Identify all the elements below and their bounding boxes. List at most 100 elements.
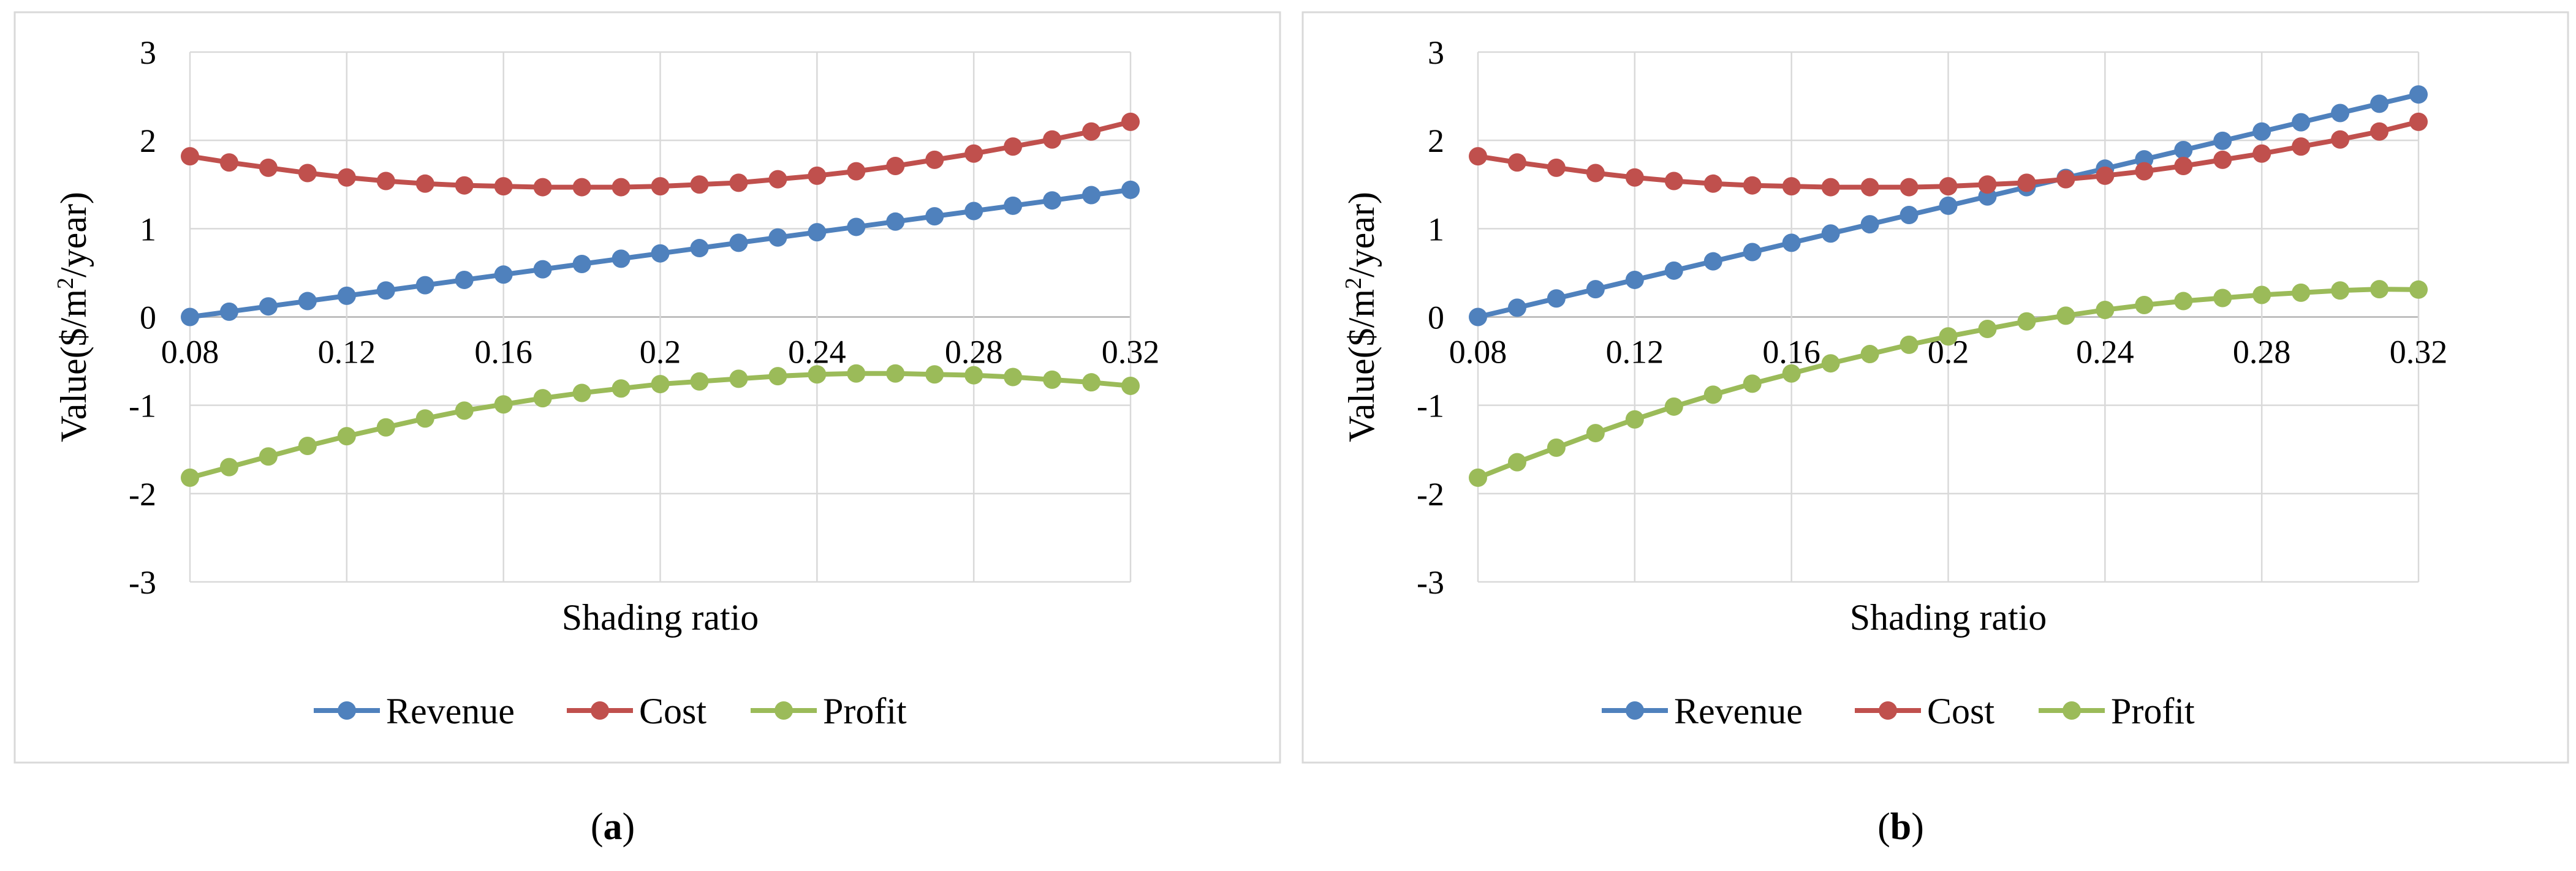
y-tick-label: -2 [129,476,156,513]
data-point-profit [455,401,474,420]
data-point-cost [651,177,670,196]
data-point-profit [2252,285,2271,304]
x-tick-label: 0.08 [1449,334,1507,371]
data-point-cost [415,174,434,193]
y-tick-label: 1 [140,211,156,247]
data-point-profit [2174,292,2193,311]
data-point-profit [2096,300,2115,319]
data-point-cost [2213,150,2232,169]
legend-label-cost: Cost [1927,691,1995,731]
y-tick-label: 2 [1428,123,1444,159]
data-point-cost [1625,168,1644,187]
data-point-cost [1939,177,1958,196]
data-point-revenue [1743,243,1762,262]
data-point-profit [1978,319,1997,338]
data-point-cost [2331,130,2350,149]
data-point-profit [1469,468,1487,487]
data-point-revenue [2409,85,2428,104]
data-point-revenue [847,217,866,236]
data-point-revenue [1939,196,1958,215]
data-point-profit [612,379,631,398]
data-point-profit [1625,410,1644,429]
data-point-revenue [964,202,983,221]
data-point-cost [181,147,199,166]
data-point-cost [1469,147,1487,166]
data-point-profit [1743,374,1762,393]
data-point-profit [1004,368,1023,386]
x-tick-label: 0.12 [318,334,376,371]
data-point-revenue [1900,205,1919,224]
legend-marker-revenue [338,701,356,720]
data-point-profit [1121,376,1140,395]
data-point-revenue [768,228,787,247]
data-point-cost [1547,158,1566,177]
data-point-cost [2409,112,2428,131]
data-point-cost [2096,166,2115,185]
chart-a-svg: -3 -2 -1 0 1 2 3 0.08 0.12 0.16 0.2 0.24 0.28 0.32 Val… [13,11,1281,764]
legend-label-profit: Profit [2111,691,2195,731]
data-point-profit [1900,335,1919,354]
legend-label-profit: Profit [823,691,907,731]
data-point-revenue [1782,233,1801,252]
data-point-cost [1082,122,1101,141]
legend-entry-revenue: Revenue [314,691,515,731]
data-point-profit [651,375,670,394]
data-point-cost [847,162,866,181]
data-point-profit [1821,354,1840,373]
data-point-profit [415,409,434,428]
x-tick-label: 0.12 [1606,334,1664,371]
data-point-profit [1703,385,1722,404]
data-point-cost [964,144,983,163]
data-point-revenue [1860,215,1879,234]
data-point-cost [808,166,827,185]
data-point-cost [768,170,787,189]
data-point-cost [298,164,317,183]
data-point-profit [181,468,199,487]
data-point-revenue [2292,113,2311,132]
data-point-revenue [690,239,709,258]
legend-entry-profit: Profit [2039,691,2195,731]
data-point-profit [2292,283,2311,302]
data-point-profit [1860,345,1879,364]
y-tick-label: 1 [1428,211,1444,247]
data-point-profit [2331,281,2350,300]
data-point-revenue [612,249,631,268]
y-tick-label: -3 [129,564,156,601]
y-tick-label: 0 [140,300,156,336]
data-point-cost [1664,172,1683,190]
legend-entry-cost: Cost [567,691,707,731]
data-point-cost [1782,177,1801,196]
data-point-cost [2017,173,2036,192]
data-point-cost [337,168,356,187]
x-tick-label: 0.28 [2233,334,2291,371]
data-point-cost [455,176,474,195]
data-point-revenue [1703,252,1722,271]
data-point-profit [2409,280,2428,299]
y-tick-label: -3 [1417,564,1444,601]
data-point-cost [1507,153,1526,172]
data-point-revenue [1586,280,1605,299]
data-point-revenue [1547,289,1566,308]
data-point-revenue [2331,104,2350,123]
legend-marker-profit [2063,701,2081,720]
data-point-profit [847,364,866,383]
data-point-revenue [2370,94,2389,113]
data-point-profit [768,367,787,386]
data-point-cost [690,175,709,194]
data-point-cost [1978,175,1997,194]
data-point-profit [1547,438,1566,457]
data-point-profit [1939,327,1958,346]
data-point-profit [886,364,905,383]
panel-label-a: (a) [590,806,635,848]
x-axis-label: Shading ratio [562,597,759,638]
data-point-revenue [259,297,278,316]
data-point-cost [219,153,238,172]
panel-label-b: (b) [1877,806,1924,848]
legend-label-revenue: Revenue [1674,691,1803,731]
legend-marker-profit [775,701,793,720]
data-point-cost [494,177,513,196]
data-point-profit [925,365,944,384]
data-point-cost [259,158,278,177]
legend-label-revenue: Revenue [386,691,515,731]
